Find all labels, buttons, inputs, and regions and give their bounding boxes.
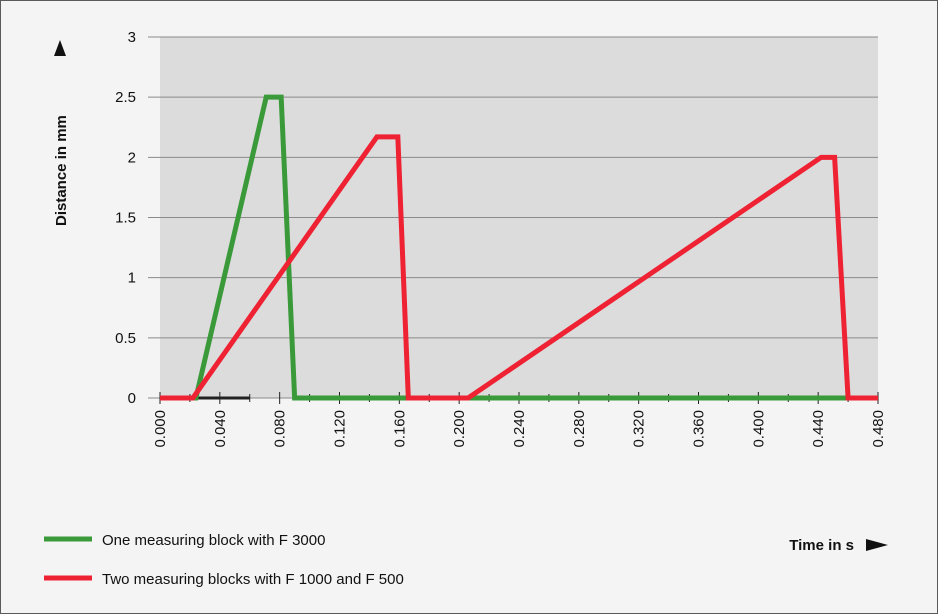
series-line-2 (160, 134, 878, 401)
x-axis-title: Time in s (789, 537, 854, 554)
x-axis-arrow-icon (866, 539, 888, 551)
x-tick-label: 0.480 (870, 410, 887, 448)
y-tick-label: 0.5 (115, 330, 136, 347)
x-tick-label: 0.080 (272, 410, 289, 448)
x-axis: 0.000 0.040 0.080 0.120 0.160 0.200 0.240 0.280… (152, 392, 887, 448)
x-tick-label: 0.280 (571, 410, 588, 448)
x-tick-label: 0.120 (332, 410, 349, 448)
y-tick-label: 2 (128, 149, 136, 166)
legend-label-series-1: One measuring block with F 3000 (102, 532, 325, 549)
x-tick-label: 0.320 (631, 410, 648, 448)
x-tick-label: 0.200 (451, 410, 468, 448)
x-tick-label: 0.400 (750, 410, 767, 448)
y-tick-label: 1.5 (115, 210, 136, 227)
x-tick-label: 0.160 (391, 410, 408, 448)
y-axis: 0 0.5 1 1.5 2 2.5 3 (115, 29, 136, 407)
x-tick-label: 0.360 (691, 410, 708, 448)
y-tick-label: 3 (128, 29, 136, 46)
y-tick-label: 0 (128, 390, 136, 407)
x-tick-label: 0.000 (152, 410, 169, 448)
y-tick-label: 2.5 (115, 89, 136, 106)
series-lines (160, 94, 878, 401)
y-tick-label: 1 (128, 270, 136, 287)
legend: One measuring block with F 3000 Two meas… (44, 532, 404, 588)
y-axis-title: Distance in mm (53, 115, 70, 226)
y-axis-title-group: Distance in mm (53, 40, 70, 226)
x-tick-label: 0.040 (212, 410, 229, 448)
legend-label-series-2: Two measuring blocks with F 1000 and F 5… (102, 571, 404, 588)
x-tick-label: 0.440 (810, 410, 827, 448)
x-axis-title-group: Time in s (789, 537, 888, 554)
x-tick-label: 0.240 (511, 410, 528, 448)
y-axis-arrow-icon (54, 40, 66, 56)
